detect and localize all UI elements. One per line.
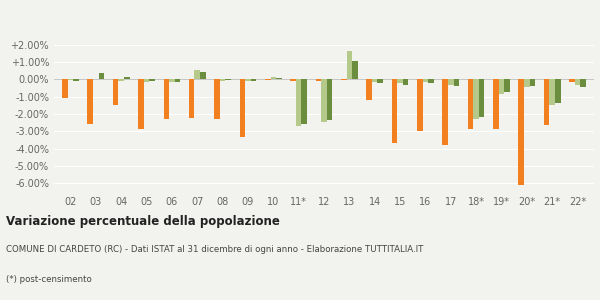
Bar bbox=[442, 79, 448, 145]
Bar bbox=[341, 79, 347, 80]
Bar bbox=[479, 79, 484, 118]
Bar bbox=[73, 79, 79, 81]
Bar bbox=[377, 79, 383, 83]
Bar bbox=[555, 79, 560, 103]
Bar bbox=[347, 51, 352, 79]
Bar bbox=[296, 79, 301, 126]
Bar bbox=[245, 79, 251, 81]
Bar bbox=[164, 79, 169, 119]
Bar bbox=[271, 77, 276, 79]
Bar bbox=[397, 79, 403, 83]
Bar bbox=[544, 79, 550, 125]
Bar bbox=[118, 79, 124, 81]
Bar bbox=[569, 79, 575, 82]
Bar bbox=[403, 79, 409, 85]
Bar bbox=[138, 79, 144, 129]
Bar bbox=[175, 79, 180, 82]
Bar bbox=[575, 79, 580, 85]
Bar bbox=[316, 79, 321, 81]
Bar bbox=[265, 79, 271, 80]
Bar bbox=[189, 79, 194, 118]
Bar bbox=[226, 79, 231, 80]
Bar bbox=[352, 61, 358, 79]
Bar bbox=[321, 79, 327, 122]
Bar bbox=[417, 79, 422, 131]
Bar bbox=[524, 79, 530, 87]
Bar bbox=[518, 79, 524, 185]
Bar bbox=[580, 79, 586, 87]
Bar bbox=[468, 79, 473, 129]
Bar bbox=[98, 73, 104, 79]
Bar bbox=[454, 79, 459, 86]
Bar bbox=[290, 79, 296, 81]
Bar bbox=[144, 79, 149, 82]
Text: Variazione percentuale della popolazione: Variazione percentuale della popolazione bbox=[6, 214, 280, 227]
Bar bbox=[499, 79, 504, 94]
Bar bbox=[220, 79, 226, 81]
Bar bbox=[550, 79, 555, 105]
Bar bbox=[327, 79, 332, 120]
Bar bbox=[214, 79, 220, 119]
Bar bbox=[530, 79, 535, 86]
Bar bbox=[504, 79, 510, 92]
Bar bbox=[124, 77, 130, 79]
Text: (*) post-censimento: (*) post-censimento bbox=[6, 274, 92, 284]
Bar bbox=[301, 79, 307, 124]
Bar bbox=[194, 70, 200, 79]
Text: COMUNE DI CARDETO (RC) - Dati ISTAT al 31 dicembre di ogni anno - Elaborazione T: COMUNE DI CARDETO (RC) - Dati ISTAT al 3… bbox=[6, 244, 424, 253]
Bar bbox=[448, 79, 454, 85]
Bar bbox=[251, 79, 256, 81]
Bar bbox=[392, 79, 397, 143]
Bar bbox=[149, 79, 155, 81]
Bar bbox=[422, 79, 428, 82]
Bar bbox=[68, 79, 73, 80]
Bar bbox=[88, 79, 93, 124]
Bar bbox=[200, 71, 206, 79]
Bar bbox=[372, 79, 377, 82]
Bar bbox=[473, 79, 479, 119]
Bar bbox=[62, 79, 68, 98]
Bar bbox=[113, 79, 118, 105]
Bar bbox=[493, 79, 499, 129]
Bar bbox=[428, 79, 434, 83]
Bar bbox=[239, 79, 245, 137]
Bar bbox=[367, 79, 372, 100]
Bar bbox=[169, 79, 175, 82]
